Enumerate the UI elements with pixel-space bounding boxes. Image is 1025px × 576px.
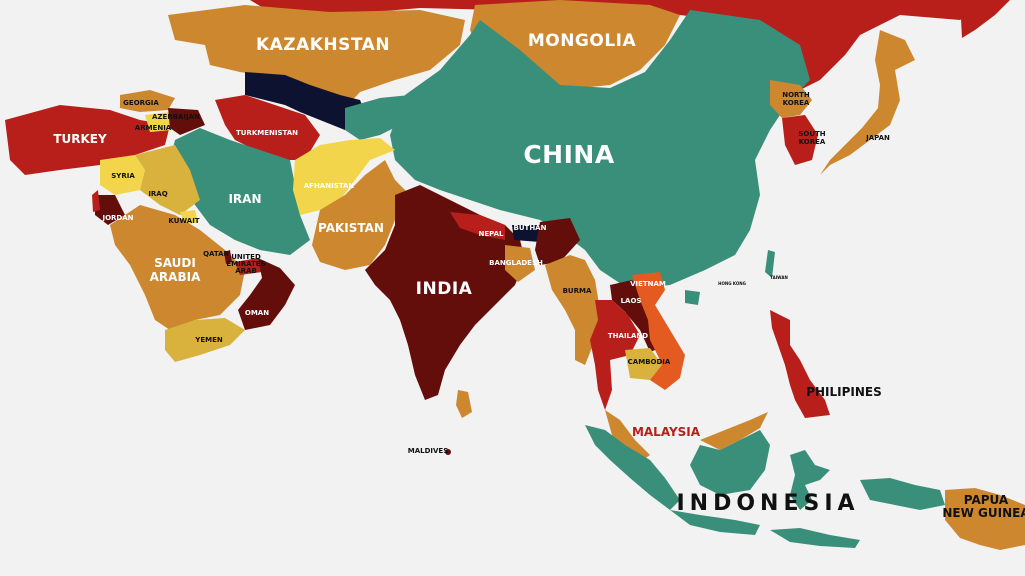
north-korea-region (770, 80, 812, 118)
sri-lanka-region (456, 390, 472, 418)
pakistan-region (312, 160, 410, 270)
label-yemen: YEMEN (194, 336, 223, 344)
label-turkmenistan: TURKMENISTAN (236, 129, 298, 137)
armenia-region (145, 112, 172, 132)
uzbekistan-region (245, 72, 365, 130)
label-jordan: JORDAN (101, 214, 133, 222)
indonesia-borneo-region (690, 430, 770, 495)
bhutan-region (512, 225, 540, 242)
south-korea-region (782, 115, 818, 165)
label-laos: LAOS (621, 297, 642, 305)
afghanistan-region (293, 138, 395, 215)
china-region (390, 10, 810, 290)
label-malaysia: MALAYSIA (632, 425, 701, 439)
label-armenia: ARMENIA (135, 124, 172, 132)
azerbaijan-region (168, 108, 205, 135)
russia-east-region (960, 0, 1010, 38)
label-uae-line1: UNITED (231, 253, 261, 261)
label-nepal: NEPAL (478, 230, 504, 238)
label-taiwan: TAIWAN (770, 275, 788, 280)
label-maldives: MALDIVES (408, 447, 449, 455)
label-oman: OMAN (245, 309, 269, 317)
label-north-korea-line1: NORTH (782, 91, 810, 99)
papua-new-guinea-region (945, 488, 1025, 550)
uae-region (235, 258, 262, 275)
label-mongolia: MONGOLIA (528, 31, 637, 51)
label-china: CHINA (523, 140, 614, 169)
taiwan-region (765, 250, 775, 278)
qatar-region (224, 250, 232, 264)
russia-region (250, 0, 1000, 90)
label-georgia: GEORGIA (123, 99, 159, 107)
georgia-region (120, 90, 175, 112)
nepal-region (450, 212, 505, 240)
label-turkey: TURKEY (53, 132, 107, 146)
label-iran: IRAN (228, 192, 261, 206)
hainan-region (685, 290, 700, 305)
malaysia-borneo-region (700, 412, 768, 450)
label-philippines: PHILIPINES (806, 385, 882, 399)
bangladesh-region (505, 245, 535, 282)
iraq-region (135, 145, 200, 215)
label-japan: JAPAN (865, 134, 890, 142)
cambodia-region (625, 348, 662, 380)
northeast-india-region (535, 218, 580, 265)
label-uae-line3: ARAB (235, 267, 257, 275)
syria-region (100, 155, 145, 195)
indonesia-sumatra-region (585, 425, 680, 510)
label-papua-line2: NEW GUINEA (942, 506, 1025, 520)
label-kuwait: KUWAIT (168, 217, 199, 225)
label-papua-line1: PAPUA (964, 493, 1009, 507)
jordan-region (95, 195, 125, 225)
label-afghanistan: AFHANISTAN (304, 182, 355, 190)
label-pakistan: PAKISTAN (318, 221, 384, 235)
label-kazakhstan: KAZAKHSTAN (256, 35, 390, 55)
label-vietnam: VIETNAM (630, 280, 666, 288)
label-india: INDIA (416, 279, 473, 299)
india-region (365, 185, 525, 400)
label-burma: BURMA (563, 287, 592, 295)
label-thailand: THAILAND (608, 332, 648, 340)
iran-region (170, 128, 310, 255)
label-north-korea-line2: KOREA (783, 99, 810, 107)
label-indonesia: INDONESIA (676, 491, 859, 516)
oman-region (238, 258, 295, 330)
label-saudi-line1: SAUDI (154, 256, 196, 270)
philippines-region (770, 310, 830, 418)
kazakhstan-region (168, 5, 465, 108)
indonesia-islands-region (770, 528, 860, 548)
thailand-region (590, 300, 640, 410)
maldives-region (445, 449, 451, 455)
turkmenistan-region (215, 95, 320, 160)
label-hong-kong: HONG KONG (718, 281, 746, 286)
indonesia-sulawesi-region (790, 450, 830, 510)
label-qatar: QATAR (203, 250, 229, 258)
yemen-region (165, 318, 245, 362)
indonesia-east-region (860, 478, 945, 510)
levant-region (92, 190, 100, 212)
label-azerbaijan: AZERBAIJAN (152, 113, 200, 121)
burma-region (545, 255, 600, 365)
label-iraq: IRAQ (148, 190, 167, 198)
malaysia-peninsula-region (605, 410, 650, 462)
label-bangladesh: BANGLADESH (489, 259, 543, 267)
vietnam-region (632, 272, 685, 390)
label-south-korea-line2: KOREA (799, 138, 826, 146)
label-saudi-line2: ARABIA (150, 270, 201, 284)
japan-region (820, 30, 915, 175)
indonesia-java-region (670, 510, 760, 535)
turkey-region (5, 105, 170, 175)
label-cambodia: CAMBODIA (628, 358, 671, 366)
label-bhutan: BUTHAN (514, 224, 547, 232)
label-south-korea-line1: SOUTH (798, 130, 825, 138)
label-syria: SYRIA (111, 172, 135, 180)
saudi-arabia-region (110, 205, 245, 330)
label-uae-line2: EMIRATES (226, 260, 265, 268)
